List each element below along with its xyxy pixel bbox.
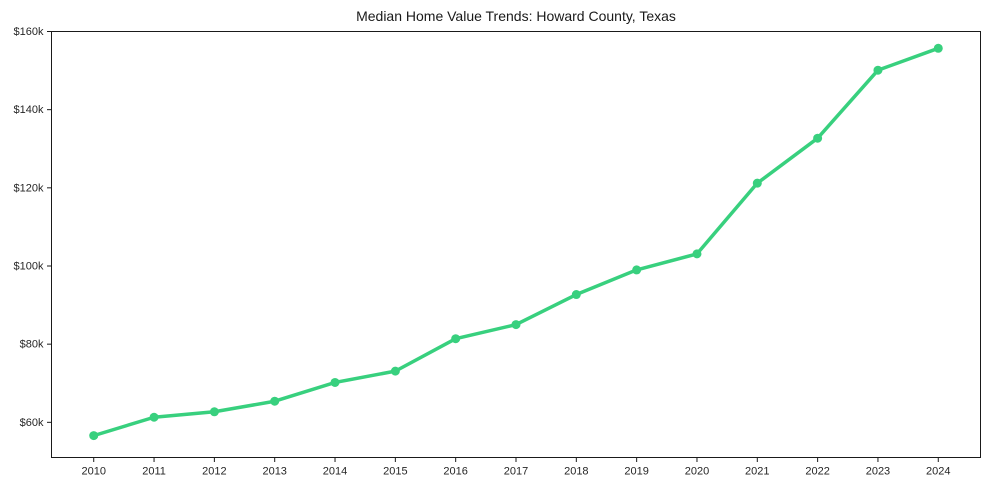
data-point-2016 (451, 334, 461, 344)
data-point-2017 (511, 320, 521, 330)
y-tick-label: $60k (20, 417, 44, 429)
x-tick-label: 2018 (564, 466, 588, 478)
y-tick-label: $140k (14, 104, 44, 116)
x-tick-label: 2022 (805, 466, 829, 478)
y-tick-label: $100k (14, 260, 44, 272)
x-tick-label: 2016 (443, 466, 467, 478)
x-tick-label: 2012 (202, 466, 226, 478)
data-point-2015 (390, 366, 400, 376)
x-tick-label: 2024 (926, 466, 950, 478)
x-tick-label: 2019 (624, 466, 648, 478)
data-point-2012 (209, 407, 219, 417)
data-point-2020 (692, 249, 702, 259)
data-point-2018 (571, 290, 581, 300)
x-tick-label: 2017 (504, 466, 528, 478)
data-point-2024 (933, 43, 943, 53)
y-tick-label: $120k (14, 182, 44, 194)
x-tick-label: 2010 (81, 466, 105, 478)
data-point-2019 (632, 265, 642, 275)
series-line (91, 46, 941, 438)
data-point-2014 (330, 377, 340, 387)
x-tick-label: 2020 (685, 466, 709, 478)
plot-border (51, 31, 981, 458)
x-tick-label: 2014 (323, 466, 347, 478)
x-tick-label: 2015 (383, 466, 407, 478)
data-point-2013 (270, 396, 280, 406)
data-point-2021 (752, 178, 762, 188)
data-point-2023 (873, 65, 883, 75)
data-point-2022 (813, 133, 823, 143)
y-tick-label: $160k (14, 26, 44, 38)
y-tick-label: $80k (20, 339, 44, 351)
data-point-2010 (89, 431, 99, 441)
x-tick-label: 2013 (262, 466, 286, 478)
chart-title: Median Home Value Trends: Howard County,… (356, 8, 676, 24)
x-tick-label: 2023 (866, 466, 890, 478)
x-tick-label: 2011 (142, 466, 166, 478)
x-tick-label: 2021 (745, 466, 769, 478)
data-point-2011 (149, 412, 159, 422)
